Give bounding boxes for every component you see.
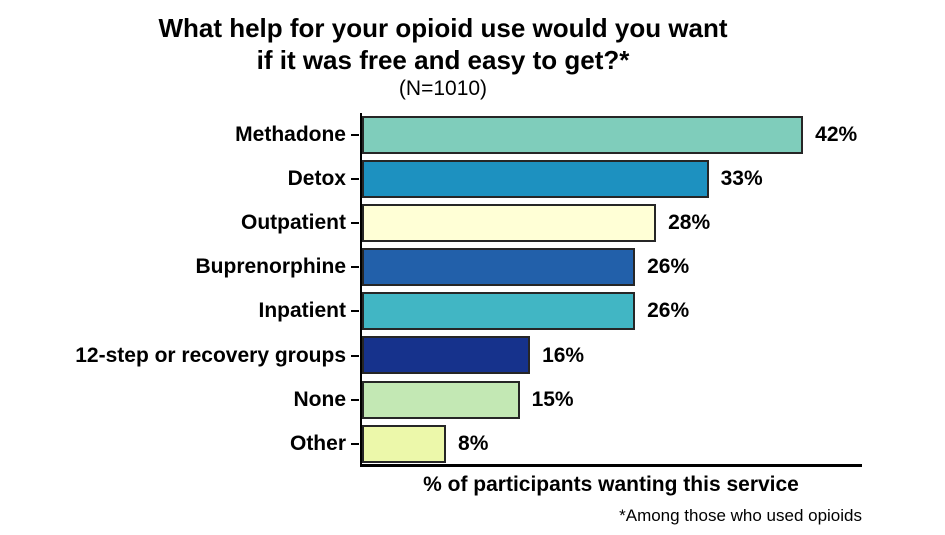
bar-row: Other 8% <box>290 422 862 466</box>
value-label: 15% <box>531 387 574 411</box>
bar-row: Methadone 42% <box>235 113 862 157</box>
y-axis-tick <box>351 266 359 269</box>
value-label: 33% <box>720 167 763 191</box>
bar-inpatient <box>362 292 636 331</box>
bar-none <box>362 380 520 419</box>
value-label: 28% <box>668 211 711 235</box>
y-axis-tick <box>351 134 359 137</box>
bar-outpatient <box>362 204 657 243</box>
y-axis-tick <box>351 354 359 357</box>
bar-row: Buprenorphine 26% <box>196 245 862 289</box>
value-label: 26% <box>647 299 690 323</box>
category-label: 12-step or recovery groups <box>75 343 346 367</box>
value-label: 42% <box>815 123 858 147</box>
bar-row: 12-step or recovery groups 16% <box>75 333 862 377</box>
bar-row: Inpatient 26% <box>259 289 862 333</box>
x-axis-label: % of participants wanting this service <box>423 473 799 496</box>
bar-other <box>362 424 447 463</box>
category-label: Inpatient <box>258 299 347 323</box>
category-label: Methadone <box>235 123 346 147</box>
bar-12-step-or-recovery-groups <box>362 336 531 375</box>
chart-title: What help for your opioid use would you … <box>0 13 886 76</box>
y-axis-tick <box>351 222 359 225</box>
value-label: 8% <box>458 431 489 455</box>
bar-detox <box>362 160 709 199</box>
chart-title-line1: What help for your opioid use would you … <box>158 13 728 43</box>
y-axis-tick <box>351 310 359 313</box>
chart-footnote: *Among those who used opioids <box>619 506 862 525</box>
y-axis-tick <box>351 398 359 401</box>
category-label: Detox <box>287 167 346 191</box>
bar-row: None 15% <box>294 378 862 422</box>
value-label: 16% <box>542 343 585 367</box>
category-label: Buprenorphine <box>195 255 347 279</box>
chart-title-line2: if it was free and easy to get?* <box>256 44 630 75</box>
y-axis-tick <box>351 442 359 445</box>
y-axis-tick <box>351 178 359 181</box>
bar-row: Outpatient 28% <box>241 201 862 245</box>
value-label: 26% <box>647 255 690 279</box>
category-label: None <box>293 387 347 411</box>
bar-buprenorphine <box>362 248 636 287</box>
bar-row: Detox 33% <box>288 157 862 201</box>
bar-methadone <box>362 116 804 154</box>
chart-plot-area: Methadone 42% Detox 33% Outpatient 28% Bupreno… <box>75 113 862 467</box>
category-label: Outpatient <box>241 211 346 235</box>
chart-subtitle-n: (N=1010) <box>398 77 488 100</box>
category-label: Other <box>289 431 346 455</box>
